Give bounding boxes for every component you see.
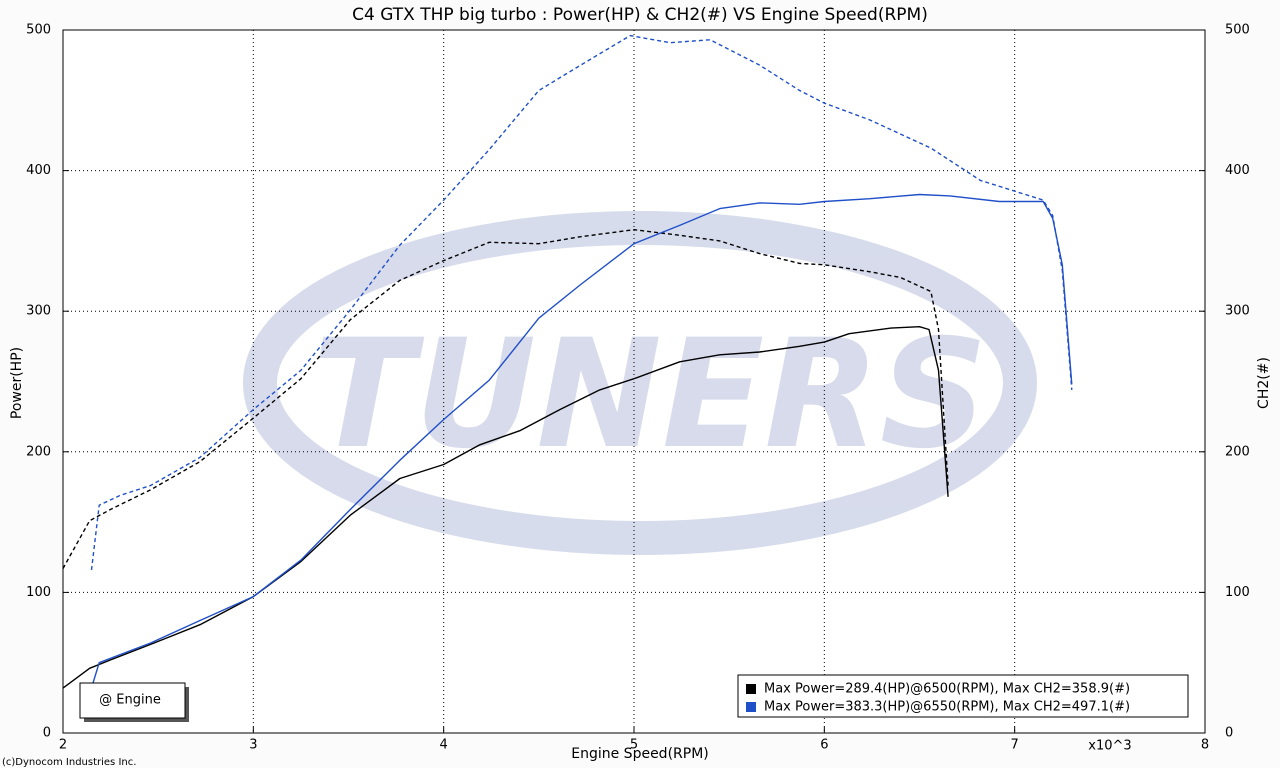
x-multiplier: x10^3 <box>1088 739 1131 754</box>
y2-axis-label: CH2(#) <box>1256 357 1272 409</box>
y-tick-label: 500 <box>26 23 51 38</box>
ch2-line <box>90 34 1073 570</box>
annotation: @ Engine <box>99 693 161 708</box>
ch2-line <box>62 229 949 569</box>
legend-label: Max Power=289.4(HP)@6500(RPM), Max CH2=3… <box>764 682 1130 697</box>
grid <box>62 29 1206 734</box>
y-tick-label: 100 <box>26 585 51 600</box>
x-tick-label: 7 <box>1011 738 1019 753</box>
x-tick-label: 8 <box>1201 738 1209 753</box>
x-tick-label: 6 <box>820 738 828 753</box>
legend-label: Max Power=383.3(HP)@6550(RPM), Max CH2=4… <box>764 700 1130 715</box>
y2-tick-label: 100 <box>1225 585 1250 600</box>
y2-tick-label: 400 <box>1225 163 1250 178</box>
power-line <box>62 326 949 689</box>
legend-frame <box>737 674 1189 718</box>
y2-tick-label: 200 <box>1225 444 1250 459</box>
y2-tick-label: 0 <box>1225 726 1233 741</box>
legend: Max Power=289.4(HP)@6500(RPM), Max CH2=3… <box>737 674 1189 718</box>
annotation-frame <box>79 682 186 719</box>
watermark-text: TUNERS <box>312 308 988 482</box>
watermark-logo: TUNERS <box>243 211 1037 555</box>
x-axis-label: Engine Speed(RPM) <box>571 746 709 762</box>
chart-title: C4 GTX THP big turbo : Power(HP) & CH2(#… <box>352 5 928 25</box>
x-tick-label: 4 <box>440 738 448 753</box>
x-tick-label: 3 <box>249 738 257 753</box>
watermark-ring <box>243 211 1037 555</box>
legend-swatch <box>746 684 756 694</box>
y-tick-label: 300 <box>26 304 51 319</box>
x-tick-label: 5 <box>630 738 638 753</box>
y-tick-label: 400 <box>26 163 51 178</box>
annotation-box: @ Engine <box>79 682 189 722</box>
y2-tick-label: 300 <box>1225 304 1250 319</box>
copyright: (c)Dynocom Industries Inc. <box>2 757 136 768</box>
legend-swatch <box>746 702 756 712</box>
lines <box>62 34 1073 689</box>
y-axis-label: Power(HP) <box>9 347 25 419</box>
x-tick-label: 2 <box>59 738 67 753</box>
y-tick-label: 0 <box>43 726 51 741</box>
y2-tick-label: 500 <box>1225 23 1250 38</box>
power-line <box>90 193 1073 689</box>
y-tick-label: 200 <box>26 444 51 459</box>
